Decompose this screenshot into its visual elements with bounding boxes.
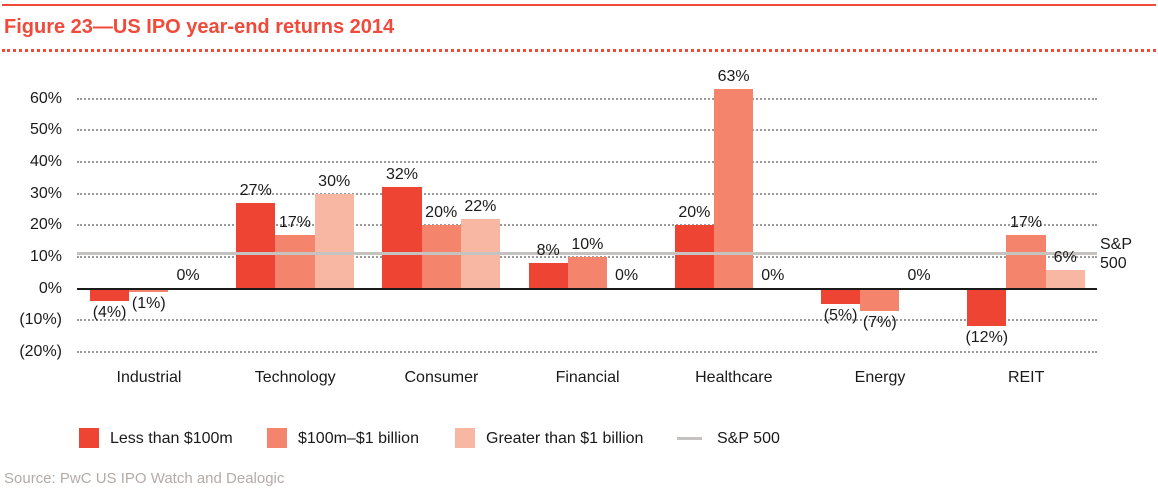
bar-value-label: 30%	[318, 172, 351, 190]
bar	[967, 288, 1007, 327]
bar-value-label: (4%)	[92, 304, 127, 322]
legend-label: $100m–$1 billion	[298, 430, 419, 447]
bar	[714, 89, 754, 289]
y-tick-label: 30%	[29, 184, 62, 202]
bar-value-label: 10%	[571, 235, 604, 253]
figure-title: Figure 23—US IPO year-end returns 2014	[4, 16, 395, 38]
y-tick-label: (10%)	[19, 311, 62, 329]
x-axis-zero-line	[77, 287, 1097, 290]
gridline	[77, 224, 1097, 227]
bar	[860, 288, 900, 311]
category-label: REIT	[1007, 369, 1045, 386]
bar-value-label: (12%)	[965, 329, 1009, 347]
y-tick-label: 10%	[29, 247, 62, 265]
bar-value-label: 22%	[464, 197, 497, 215]
sp500-side-label-line: S&P	[1100, 236, 1133, 253]
bar	[528, 263, 568, 289]
legend-line-icon	[677, 437, 702, 440]
bar	[314, 193, 354, 289]
gridline	[77, 350, 1097, 353]
y-tick-label: 20%	[29, 216, 62, 234]
y-tick-label: 40%	[29, 152, 62, 170]
y-tick-label: 60%	[29, 89, 62, 107]
bar-value-label: 32%	[385, 166, 419, 184]
bar	[567, 256, 607, 289]
gridline	[77, 97, 1097, 100]
sp500-side-label-line: 500	[1100, 255, 1127, 272]
category-label: Technology	[254, 369, 336, 386]
sp500-line	[77, 251, 1097, 255]
bar	[1006, 234, 1046, 289]
bar-value-label: 63%	[717, 68, 750, 86]
bar	[275, 234, 315, 289]
source-note: Source: PwC US IPO Watch and Dealogic	[4, 470, 285, 487]
category-label: Energy	[854, 369, 906, 386]
bar-value-label: 20%	[678, 204, 711, 222]
bar	[421, 225, 461, 289]
legend-label: S&P 500	[717, 430, 780, 447]
category-label: Consumer	[404, 369, 479, 386]
bar	[90, 288, 130, 302]
y-tick-label: (20%)	[19, 342, 62, 360]
bar-value-label: 0%	[176, 266, 200, 284]
gridline	[77, 160, 1097, 163]
legend-label: Greater than $1 billion	[486, 430, 644, 447]
bar-value-label: 17%	[278, 213, 312, 231]
legend-swatch	[267, 428, 287, 448]
bar-value-label: 0%	[615, 266, 639, 284]
bar	[382, 187, 422, 289]
y-tick-label: 0%	[38, 279, 62, 297]
dotted-divider	[2, 49, 1156, 52]
legend-swatch	[79, 428, 99, 448]
bar	[129, 288, 169, 292]
sp500-side-label: S&P 500	[1100, 235, 1150, 273]
bar-value-label: (1%)	[131, 294, 166, 312]
bar-value-label: 27%	[239, 182, 272, 200]
bar	[1045, 269, 1085, 289]
bar	[236, 203, 276, 289]
bar-value-label: (5%)	[823, 307, 858, 325]
bar-value-label: 8%	[536, 242, 560, 260]
legend-label: Less than $100m	[110, 430, 233, 447]
category-label: Financial	[555, 369, 620, 386]
bar-value-label: (7%)	[862, 313, 897, 331]
bar-value-label: 0%	[761, 266, 785, 284]
bar-value-label: 20%	[425, 204, 458, 222]
bar	[821, 288, 861, 305]
top-rule	[2, 4, 1156, 6]
bar	[674, 225, 714, 289]
bar-value-label: 17%	[1009, 213, 1043, 231]
legend-swatch	[455, 428, 475, 448]
gridline	[77, 192, 1097, 195]
bar-value-label: 6%	[1053, 248, 1077, 266]
gridline	[77, 319, 1097, 322]
gridline	[77, 129, 1097, 132]
category-label: Healthcare	[695, 369, 773, 386]
bar-value-label: 0%	[907, 266, 931, 284]
y-tick-label: 50%	[29, 121, 62, 139]
category-label: Industrial	[116, 369, 182, 386]
